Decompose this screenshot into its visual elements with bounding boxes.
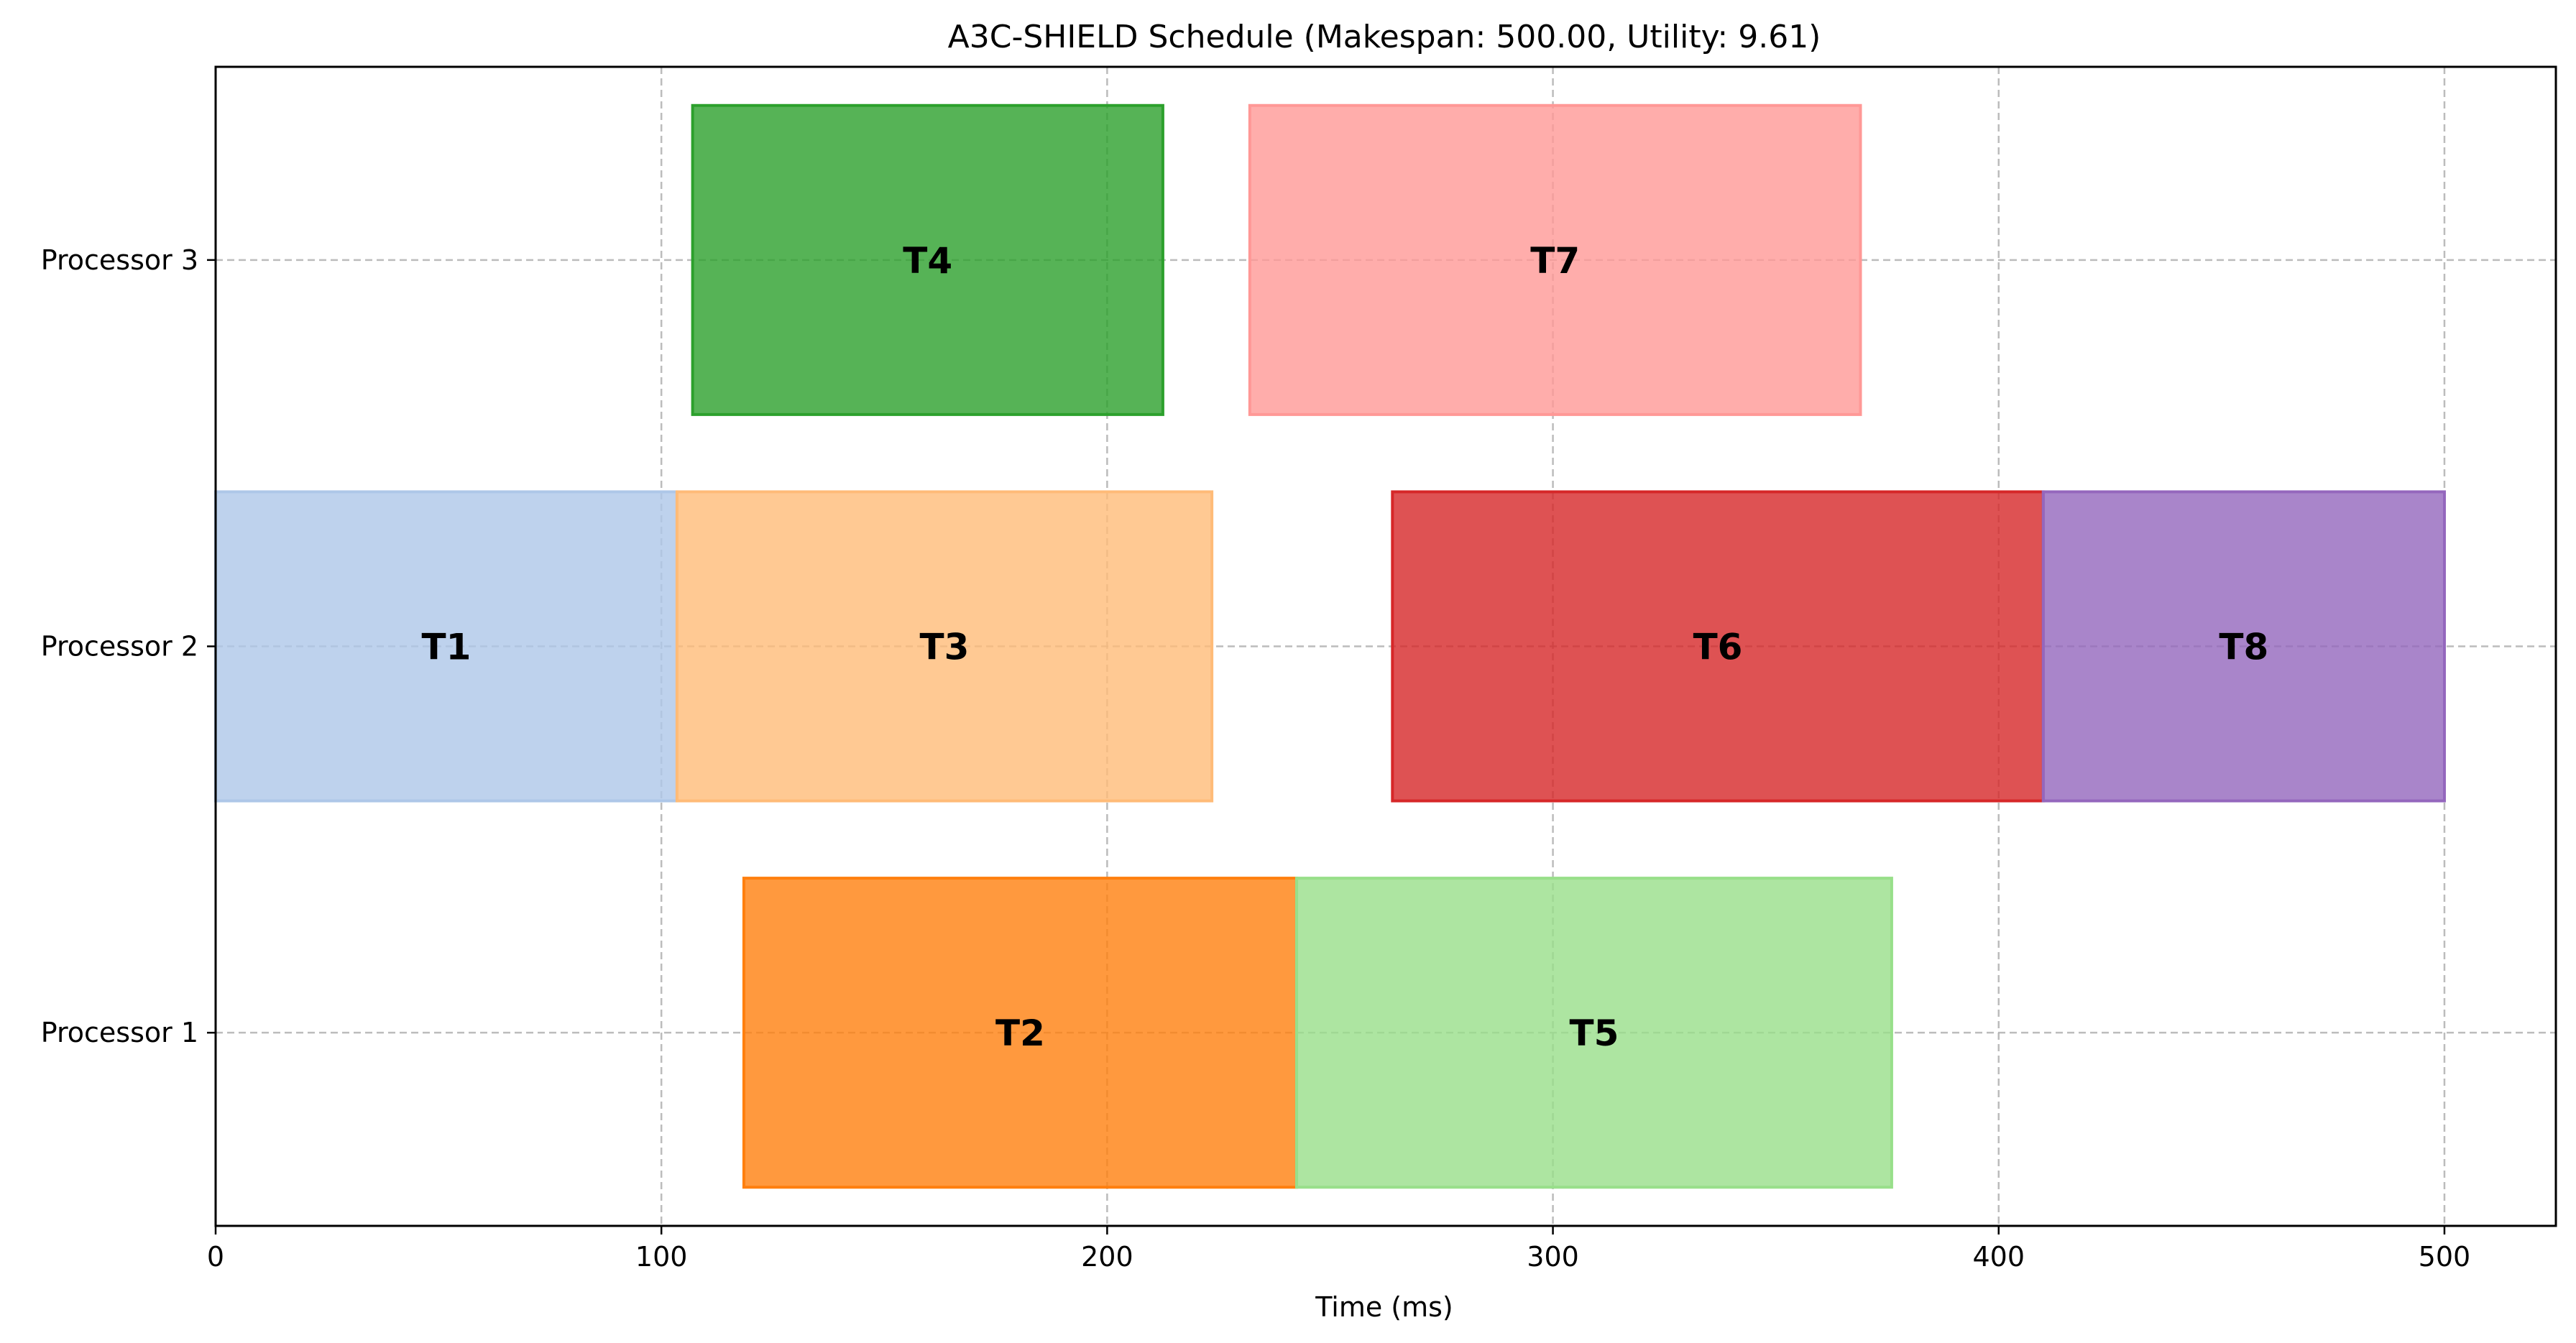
task-label-t1: T1 <box>421 627 471 668</box>
task-bar-t4 <box>691 103 1164 416</box>
task-label-t6: T6 <box>1693 627 1743 668</box>
task-bar-t2 <box>742 877 1298 1189</box>
x-axis-label: Time (ms) <box>1315 1291 1453 1323</box>
x-tick-label: 100 <box>635 1241 688 1273</box>
task-label-t7: T7 <box>1530 240 1580 282</box>
task-label-t8: T8 <box>2219 627 2268 668</box>
task-label-t4: T4 <box>903 240 952 282</box>
task-bar-t8 <box>2041 490 2446 803</box>
task-bars: T1 T2 T3 T4 T5 T6 T7 T8 <box>214 103 2446 1189</box>
chart-title: A3C-SHIELD Schedule (Makespan: 500.00, U… <box>948 19 1821 55</box>
task-label-t3: T3 <box>920 627 970 668</box>
x-tick-label: 200 <box>1081 1241 1133 1273</box>
axis-ticks: 0 100 200 300 400 500 Processor 1 Processor 2 Pr… <box>41 244 2470 1273</box>
x-tick-label: 500 <box>2419 1241 2471 1273</box>
y-tick-label: Processor 1 <box>41 1017 198 1048</box>
task-bar-t1 <box>214 490 678 803</box>
x-tick-label: 0 <box>207 1241 224 1273</box>
y-tick-label: Processor 2 <box>41 631 198 663</box>
y-tick-label: Processor 3 <box>41 244 198 276</box>
task-label-t2: T2 <box>995 1012 1045 1054</box>
x-tick-label: 400 <box>1972 1241 2025 1273</box>
x-tick-label: 300 <box>1527 1241 1579 1273</box>
task-bar-t7 <box>1248 103 1862 416</box>
task-bar-t6 <box>1391 490 2045 803</box>
task-bar-t5 <box>1294 877 1893 1189</box>
task-label-t5: T5 <box>1569 1012 1619 1054</box>
task-bar-t3 <box>675 490 1214 803</box>
